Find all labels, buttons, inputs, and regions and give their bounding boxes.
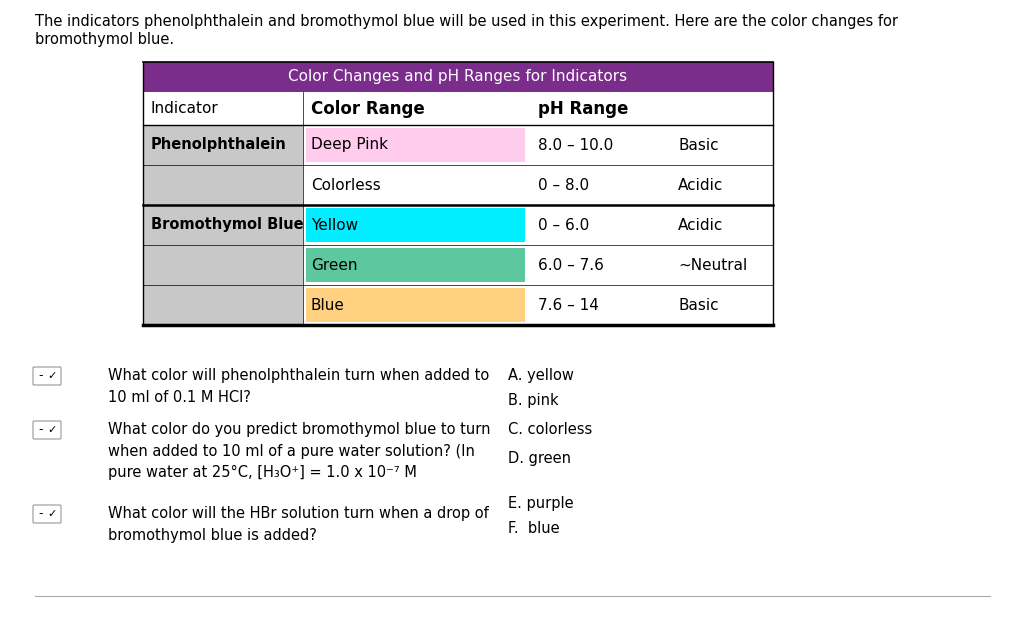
Bar <box>143 62 773 92</box>
Text: 6.0 – 7.6: 6.0 – 7.6 <box>538 258 604 272</box>
Bar <box>306 248 525 282</box>
Text: Indicator: Indicator <box>151 101 219 116</box>
Bar <box>528 165 668 205</box>
Text: ~Neutral: ~Neutral <box>678 258 748 272</box>
Text: F.  blue: F. blue <box>508 521 560 536</box>
FancyBboxPatch shape <box>33 421 61 439</box>
Bar <box>303 205 528 245</box>
Bar <box>143 92 773 125</box>
FancyBboxPatch shape <box>33 367 61 385</box>
FancyBboxPatch shape <box>33 505 61 523</box>
Bar <box>668 245 773 285</box>
Text: The indicators phenolphthalein and bromothymol blue will be used in this experim: The indicators phenolphthalein and bromo… <box>35 14 898 29</box>
Bar <box>303 245 528 285</box>
Text: Yellow: Yellow <box>311 218 358 232</box>
Text: Phenolphthalein: Phenolphthalein <box>151 138 287 152</box>
Bar <box>143 125 303 165</box>
Bar <box>668 285 773 325</box>
Bar <box>668 125 773 165</box>
Bar <box>306 288 525 322</box>
Bar <box>306 128 525 162</box>
Text: B. pink: B. pink <box>508 393 559 408</box>
Text: Acidic: Acidic <box>678 218 723 232</box>
Bar <box>306 168 525 202</box>
Text: bromothymol blue.: bromothymol blue. <box>35 32 174 47</box>
Text: Deep Pink: Deep Pink <box>311 138 388 152</box>
Text: What color will phenolphthalein turn when added to
10 ml of 0.1 M HCl?: What color will phenolphthalein turn whe… <box>108 368 489 404</box>
Bar <box>306 168 525 202</box>
Bar <box>143 285 303 325</box>
Bar <box>528 245 668 285</box>
Bar <box>306 208 525 242</box>
Text: Color Range: Color Range <box>311 100 425 117</box>
Text: 0 – 8.0: 0 – 8.0 <box>538 177 589 193</box>
Text: ✓: ✓ <box>47 509 56 519</box>
Text: ✓: ✓ <box>47 371 56 381</box>
Bar <box>306 288 525 322</box>
Bar <box>143 165 303 205</box>
Text: Green: Green <box>311 258 357 272</box>
Bar <box>303 285 528 325</box>
Text: -: - <box>38 507 43 521</box>
Bar <box>306 128 525 162</box>
Text: 7.6 – 14: 7.6 – 14 <box>538 297 599 313</box>
Text: What color do you predict bromothymol blue to turn
when added to 10 ml of a pure: What color do you predict bromothymol bl… <box>108 422 490 480</box>
Bar <box>528 205 668 245</box>
Text: pH Range: pH Range <box>538 100 629 117</box>
Bar <box>143 245 303 285</box>
Bar <box>306 208 525 242</box>
Text: ✓: ✓ <box>47 425 56 435</box>
Text: 8.0 – 10.0: 8.0 – 10.0 <box>538 138 613 152</box>
Bar <box>143 205 303 245</box>
Bar <box>528 125 668 165</box>
Text: D. green: D. green <box>508 451 571 466</box>
Text: E. purple: E. purple <box>508 496 573 511</box>
Text: -: - <box>38 369 43 383</box>
Text: Color Changes and pH Ranges for Indicators: Color Changes and pH Ranges for Indicato… <box>289 70 628 84</box>
Text: Basic: Basic <box>678 138 719 152</box>
Bar <box>306 248 525 282</box>
Text: Colorless: Colorless <box>311 177 381 193</box>
Bar <box>303 165 528 205</box>
Bar <box>668 205 773 245</box>
Text: Bromothymol Blue: Bromothymol Blue <box>151 218 304 232</box>
Text: What color will the HBr solution turn when a drop of
bromothymol blue is added?: What color will the HBr solution turn wh… <box>108 506 488 542</box>
Text: C. colorless: C. colorless <box>508 422 592 437</box>
Text: 0 – 6.0: 0 – 6.0 <box>538 218 589 232</box>
Text: Acidic: Acidic <box>678 177 723 193</box>
Text: Basic: Basic <box>678 297 719 313</box>
Text: A. yellow: A. yellow <box>508 368 573 383</box>
Bar <box>528 285 668 325</box>
Bar <box>668 165 773 205</box>
Text: Blue: Blue <box>311 297 345 313</box>
Bar <box>303 125 528 165</box>
Text: -: - <box>38 424 43 436</box>
